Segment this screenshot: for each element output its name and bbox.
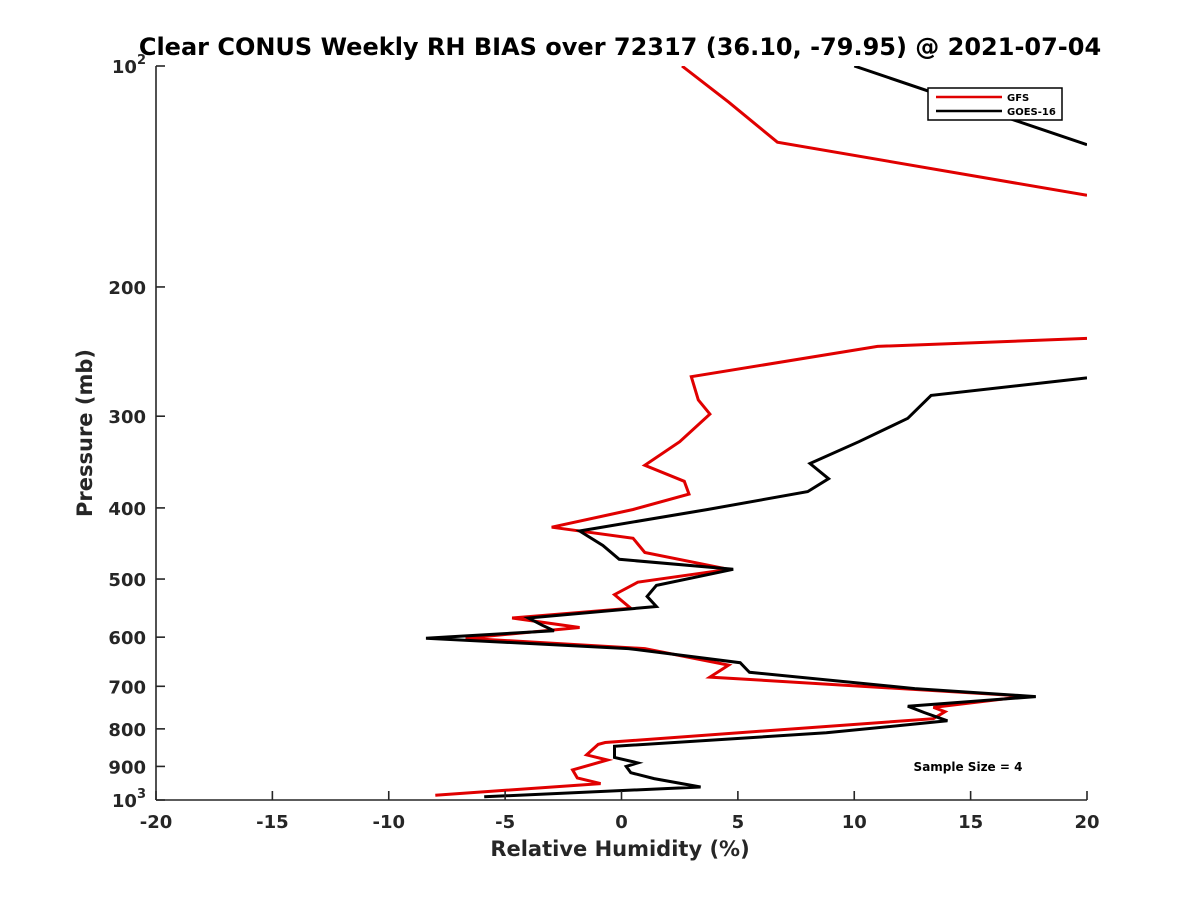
- y-tick-label: 500: [108, 570, 146, 591]
- x-tick-label: 5: [732, 812, 745, 833]
- x-tick-label: -15: [256, 812, 289, 833]
- plot-area: -20 -15 -10 -5 0 5 10 15 20 102 200 300 400 500 600 70…: [108, 53, 1099, 833]
- x-ticks: -20 -15 -10 -5 0 5 10 15 20: [140, 791, 1100, 833]
- y-tick-label: 300: [108, 407, 146, 428]
- y-tick-label: 600: [108, 628, 146, 649]
- x-tick-label: -5: [495, 812, 515, 833]
- y-tick-label: 103: [112, 787, 146, 812]
- legend-label-gfs: GFS: [1007, 93, 1029, 104]
- y-tick-label: 700: [108, 677, 146, 698]
- legend-box: [927, 87, 1063, 121]
- series-line-goes16: [425, 66, 1087, 799]
- x-axis-label: Relative Humidity (%): [490, 837, 749, 861]
- legend-label-goes16: GOES-16: [1007, 107, 1056, 118]
- y-tick-label: 102: [112, 53, 146, 78]
- chart-title: Clear CONUS Weekly RH BIAS over 72317 (3…: [139, 33, 1101, 61]
- x-tick-label: 15: [958, 812, 983, 833]
- x-tick-label: -10: [372, 812, 405, 833]
- y-ticks: 102 200 300 400 500 600 700 800 900 103: [108, 53, 165, 812]
- x-tick-label: -20: [140, 812, 173, 833]
- series-layer: [425, 66, 1087, 799]
- legend: GFS GOES-16: [927, 87, 1063, 121]
- x-tick-label: 10: [842, 812, 867, 833]
- x-tick-label: 0: [615, 812, 628, 833]
- y-tick-label: 800: [108, 720, 146, 741]
- y-tick-label: 400: [108, 499, 146, 520]
- y-tick-label: 900: [108, 757, 146, 778]
- x-tick-label: 20: [1074, 812, 1099, 833]
- sample-size-annotation: Sample Size = 4: [914, 760, 1023, 774]
- series-line-gfs: [435, 66, 1087, 797]
- y-axis-label: Pressure (mb): [73, 349, 97, 517]
- y-tick-label: 200: [108, 278, 146, 299]
